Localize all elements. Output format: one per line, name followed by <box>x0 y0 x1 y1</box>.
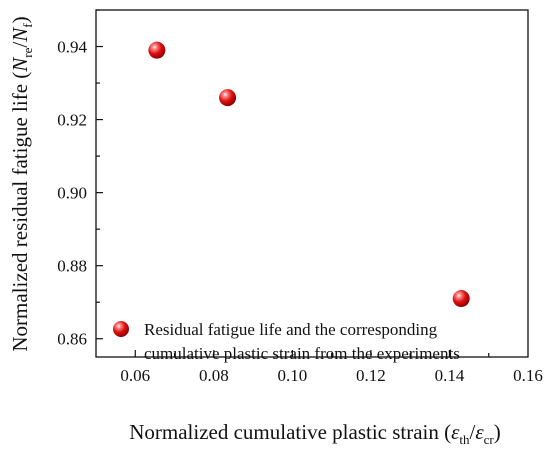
y-axis-ticks: 0.86 0.88 0.90 0.92 0.94 <box>57 9 103 349</box>
x-axis-title: Normalized cumulative plastic strain (εt… <box>129 420 501 447</box>
plot-frame <box>95 9 529 358</box>
x-tick-label: 0.10 <box>277 366 307 385</box>
x-tick-label: 0.06 <box>120 366 150 385</box>
x-tick-label: 0.12 <box>356 366 386 385</box>
x-tick-label: 0.14 <box>435 366 465 385</box>
y-tick-label: 0.86 <box>57 330 87 349</box>
legend-marker <box>113 321 129 337</box>
x-tick-label: 0.16 <box>513 366 543 385</box>
y-tick-label: 0.92 <box>57 111 87 130</box>
y-tick-label: 0.90 <box>57 184 87 203</box>
legend: Residual fatigue life and the correspond… <box>113 320 460 363</box>
y-tick-label: 0.94 <box>57 38 87 57</box>
x-axis-ticks: 0.06 0.08 0.10 0.12 0.14 0.16 <box>120 350 543 385</box>
legend-label-line1: Residual fatigue life and the correspond… <box>144 320 438 339</box>
legend-label-line2: cumulative plastic strain from the exper… <box>144 344 460 363</box>
data-point <box>219 89 237 107</box>
data-point <box>452 290 470 308</box>
data-point <box>148 41 166 59</box>
y-tick-label: 0.88 <box>57 257 87 276</box>
x-tick-label: 0.08 <box>199 366 229 385</box>
y-axis-title: Normalized residual fatigue life (Nre/Nf… <box>8 16 35 351</box>
data-points <box>148 41 470 308</box>
